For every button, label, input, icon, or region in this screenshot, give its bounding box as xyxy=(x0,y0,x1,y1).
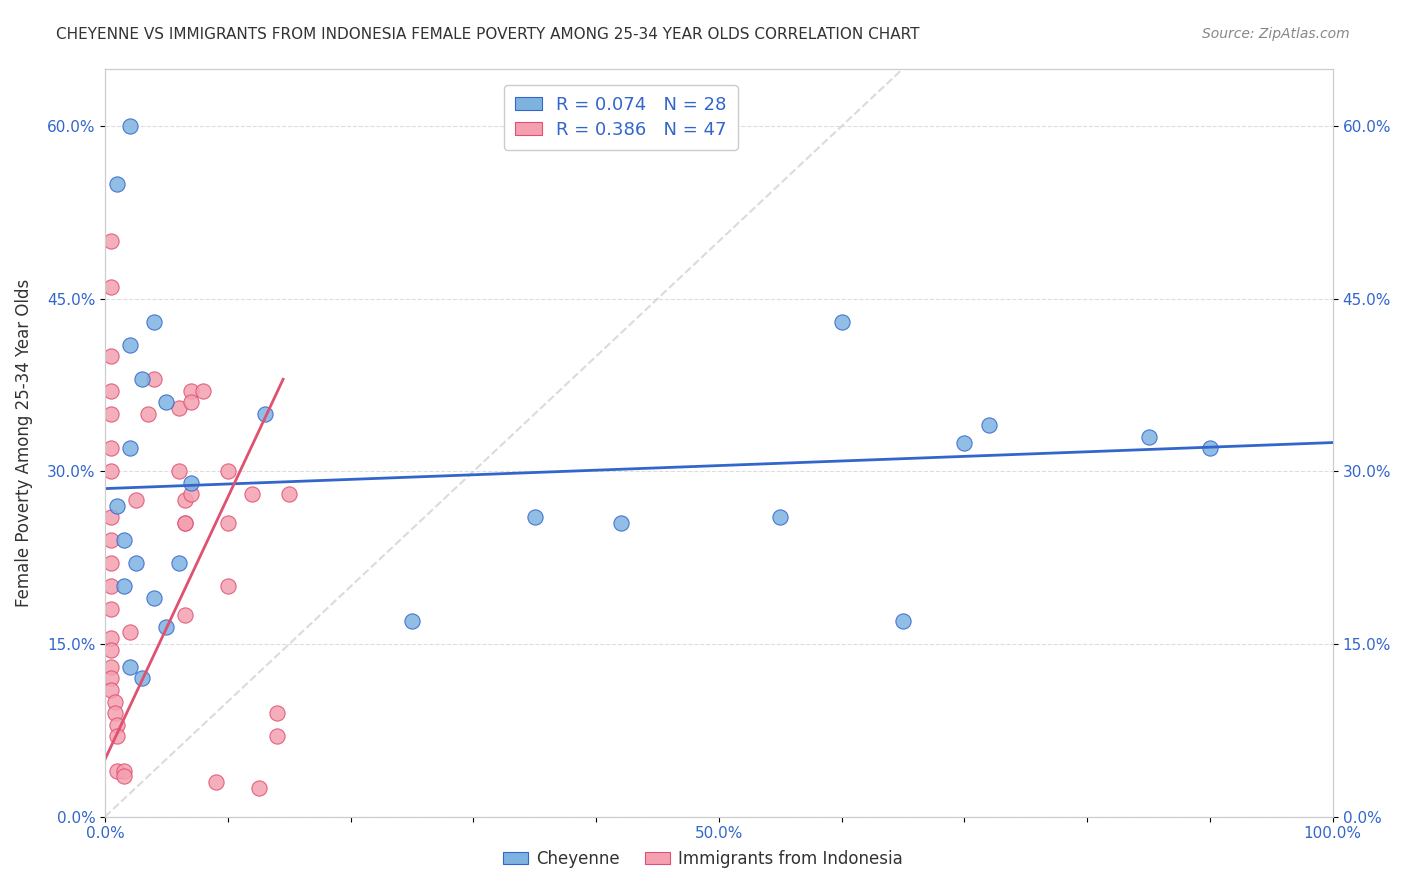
Point xyxy=(118,660,141,674)
Point xyxy=(143,372,166,386)
Point xyxy=(891,614,914,628)
Point xyxy=(100,683,122,698)
Point xyxy=(167,557,190,571)
Point xyxy=(278,487,301,501)
Point xyxy=(167,401,190,415)
Point xyxy=(100,510,122,524)
Point xyxy=(105,499,128,513)
Point xyxy=(100,464,122,478)
Point xyxy=(167,464,190,478)
Point xyxy=(118,625,141,640)
Legend: R = 0.074   N = 28, R = 0.386   N = 47: R = 0.074 N = 28, R = 0.386 N = 47 xyxy=(503,85,738,150)
Point xyxy=(136,407,159,421)
Point xyxy=(143,315,166,329)
Point xyxy=(100,533,122,548)
Point xyxy=(180,384,202,398)
Point xyxy=(180,395,202,409)
Point xyxy=(100,280,122,294)
Point xyxy=(100,660,122,674)
Point xyxy=(155,395,177,409)
Point xyxy=(100,557,122,571)
Point xyxy=(100,442,122,456)
Point xyxy=(105,177,128,191)
Point xyxy=(180,475,202,490)
Point xyxy=(155,620,177,634)
Point xyxy=(204,775,226,789)
Point xyxy=(242,487,264,501)
Point xyxy=(100,349,122,363)
Point xyxy=(100,602,122,616)
Point xyxy=(977,418,1000,433)
Point xyxy=(247,780,270,795)
Point xyxy=(180,487,202,501)
Point xyxy=(174,516,197,530)
Point xyxy=(112,769,135,783)
Point xyxy=(100,384,122,398)
Point xyxy=(143,591,166,605)
Point xyxy=(609,516,631,530)
Point xyxy=(831,315,853,329)
Point xyxy=(253,407,276,421)
Point xyxy=(217,464,239,478)
Point xyxy=(118,337,141,351)
Point xyxy=(217,516,239,530)
Point xyxy=(104,694,127,708)
Point xyxy=(174,516,197,530)
Point xyxy=(118,119,141,133)
Point xyxy=(112,579,135,593)
Point xyxy=(131,672,153,686)
Point xyxy=(100,672,122,686)
Point xyxy=(1137,430,1160,444)
Legend: Cheyenne, Immigrants from Indonesia: Cheyenne, Immigrants from Indonesia xyxy=(496,844,910,875)
Point xyxy=(131,372,153,386)
Point xyxy=(174,608,197,623)
Point xyxy=(1199,442,1222,456)
Point xyxy=(174,493,197,508)
Point xyxy=(217,579,239,593)
Point xyxy=(104,706,127,720)
Point xyxy=(100,631,122,645)
Point xyxy=(105,717,128,731)
Point xyxy=(193,384,215,398)
Point xyxy=(125,493,148,508)
Point xyxy=(266,706,288,720)
Point xyxy=(100,642,122,657)
Point xyxy=(100,407,122,421)
Point xyxy=(118,442,141,456)
Point xyxy=(125,557,148,571)
Point xyxy=(769,510,792,524)
Point xyxy=(401,614,423,628)
Point xyxy=(112,533,135,548)
Text: Source: ZipAtlas.com: Source: ZipAtlas.com xyxy=(1202,27,1350,41)
Point xyxy=(105,764,128,778)
Point xyxy=(100,234,122,248)
Text: CHEYENNE VS IMMIGRANTS FROM INDONESIA FEMALE POVERTY AMONG 25-34 YEAR OLDS CORRE: CHEYENNE VS IMMIGRANTS FROM INDONESIA FE… xyxy=(56,27,920,42)
Y-axis label: Female Poverty Among 25-34 Year Olds: Female Poverty Among 25-34 Year Olds xyxy=(15,278,32,607)
Point xyxy=(112,764,135,778)
Point xyxy=(953,435,976,450)
Point xyxy=(523,510,546,524)
Point xyxy=(100,579,122,593)
Point xyxy=(105,729,128,743)
Point xyxy=(266,729,288,743)
